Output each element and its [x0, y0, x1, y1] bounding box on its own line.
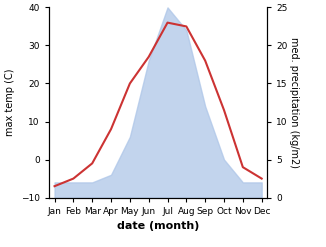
X-axis label: date (month): date (month) [117, 221, 199, 231]
Y-axis label: max temp (C): max temp (C) [5, 69, 15, 136]
Y-axis label: med. precipitation (kg/m2): med. precipitation (kg/m2) [289, 37, 299, 168]
